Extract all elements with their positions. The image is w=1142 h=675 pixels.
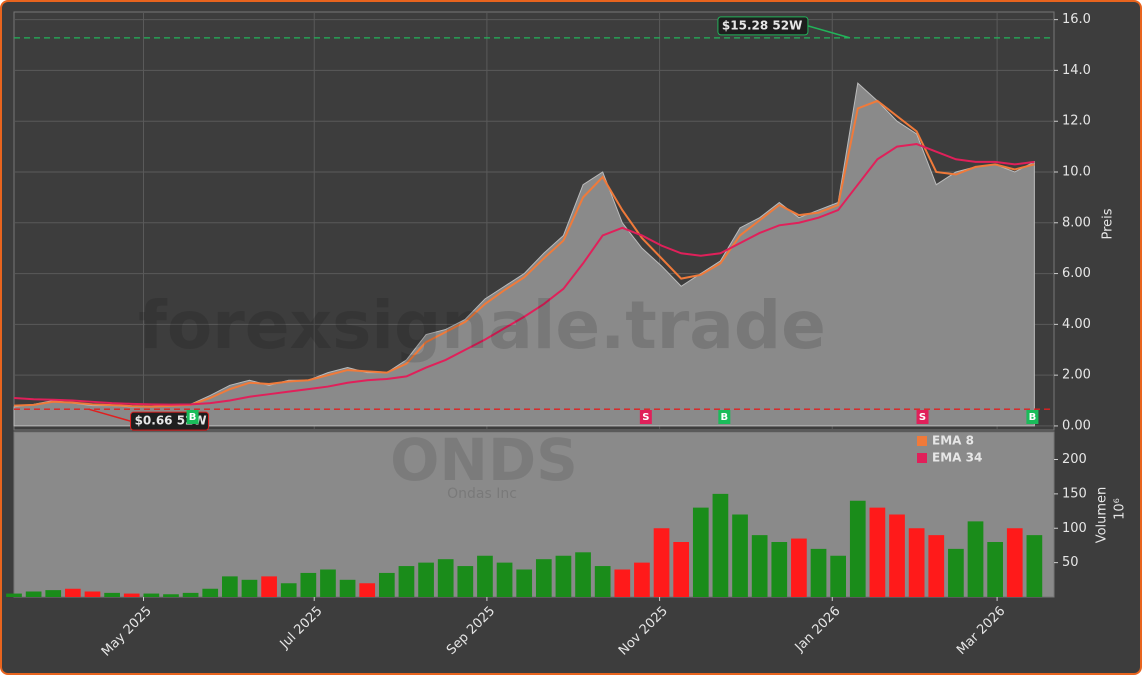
company-watermark: Ondas Inc — [447, 486, 517, 502]
signal-label: B — [721, 412, 729, 423]
volume-bar — [673, 542, 690, 597]
volume-bar — [575, 552, 591, 597]
volume-bar — [967, 521, 984, 597]
volume-bar — [45, 590, 62, 597]
signal-label: B — [1029, 412, 1037, 423]
volume-bar — [830, 555, 846, 597]
y-tick-label: 8.00 — [1062, 215, 1091, 230]
y-tick-label: 12.0 — [1062, 114, 1091, 129]
volume-bar — [84, 591, 101, 597]
signal-marker — [718, 410, 731, 424]
volume-bar — [555, 555, 572, 597]
volume-bar — [418, 562, 434, 597]
signal-marker — [1026, 410, 1039, 424]
ema-line — [13, 143, 1035, 406]
watermark: forexsignale.trade — [138, 287, 826, 364]
volume-bar — [908, 528, 925, 597]
extreme-label: $15.28 52W — [722, 18, 802, 32]
volume-bar — [1026, 535, 1043, 597]
legend-swatch — [917, 453, 927, 463]
volume-bar — [732, 514, 748, 597]
volume-bar — [928, 535, 945, 597]
volume-bar — [6, 593, 22, 597]
volume-bar — [810, 548, 827, 597]
volume-bar — [123, 593, 140, 597]
volume-bar — [477, 555, 493, 597]
legend-label: EMA 8 — [932, 434, 974, 448]
y-tick-label: 150 — [1062, 486, 1087, 501]
y-tick-label: 50 — [1062, 555, 1079, 570]
volume-bar — [516, 569, 533, 597]
volume-bar — [339, 579, 356, 597]
volume-bar — [261, 576, 277, 597]
volume-bar — [143, 593, 160, 597]
volume-bar — [398, 566, 415, 597]
volume-bar — [182, 592, 199, 597]
symbol-watermark: ONDS — [390, 426, 578, 494]
volume-bar — [378, 572, 395, 597]
volume-bar — [163, 594, 179, 597]
extreme-arrow — [88, 408, 131, 422]
y-tick-label: 200 — [1062, 452, 1087, 467]
volume-bar — [634, 562, 650, 597]
volume-bar — [241, 579, 258, 597]
volume-bar — [869, 507, 886, 597]
volume-bar — [104, 592, 120, 597]
volume-bar — [496, 562, 513, 597]
volume-bar — [1006, 528, 1023, 597]
legend-swatch — [917, 436, 927, 446]
x-tick-label: Jul 2025 — [277, 604, 326, 653]
signal-label: S — [919, 412, 926, 423]
y-tick-label: 10.0 — [1062, 164, 1091, 179]
y-tick-label: 2.00 — [1062, 368, 1091, 383]
volume-bar — [791, 538, 807, 597]
volume-bar — [594, 566, 611, 597]
volume-bar — [849, 500, 866, 597]
volume-bar — [222, 576, 238, 597]
volume-bar — [692, 507, 709, 597]
volume-bar — [535, 559, 552, 597]
y-tick-label: 6.00 — [1062, 266, 1091, 281]
volume-bar — [771, 542, 788, 597]
volume-bar — [889, 514, 905, 597]
volume-bar — [948, 548, 964, 597]
y-tick-label: 14.0 — [1062, 63, 1091, 78]
price-axis-label: Preis — [1101, 208, 1116, 239]
y-tick-label: 0.00 — [1062, 418, 1091, 433]
signal-marker — [916, 410, 929, 424]
volume-bar — [320, 569, 336, 597]
volume-bar — [300, 572, 317, 597]
x-tick-label: May 2025 — [99, 604, 155, 660]
signal-label: S — [642, 412, 649, 423]
volume-bar — [65, 588, 81, 597]
volume-bar — [202, 588, 219, 597]
volume-bar — [457, 566, 474, 597]
volume-bar — [614, 569, 631, 597]
x-tick-label: Sep 2025 — [444, 604, 498, 658]
y-tick-label: 16.0 — [1062, 12, 1091, 27]
extreme-box — [717, 16, 809, 36]
volume-bar — [359, 583, 376, 597]
volume-bar — [280, 583, 297, 597]
signal-label: B — [189, 412, 197, 423]
x-tick-label: Mar 2026 — [954, 604, 1008, 658]
legend-label: EMA 34 — [932, 451, 982, 465]
volume-bar — [987, 542, 1003, 597]
signal-marker — [186, 410, 199, 424]
extreme-arrow — [807, 25, 851, 39]
y-tick-label: 100 — [1062, 521, 1087, 536]
volume-bar — [712, 493, 729, 597]
x-tick-label: Jan 2026 — [792, 604, 844, 656]
volume-bar — [25, 591, 42, 597]
volume-bar — [751, 535, 768, 597]
signal-marker — [639, 410, 652, 424]
x-tick-label: Nov 2025 — [616, 604, 671, 659]
volume-axis-label: Volumen — [1095, 487, 1110, 544]
y-tick-label: 4.00 — [1062, 317, 1091, 332]
volume-bar — [653, 528, 670, 597]
volume-unit: 10⁶ — [1113, 498, 1128, 520]
volume-bar — [437, 559, 454, 597]
